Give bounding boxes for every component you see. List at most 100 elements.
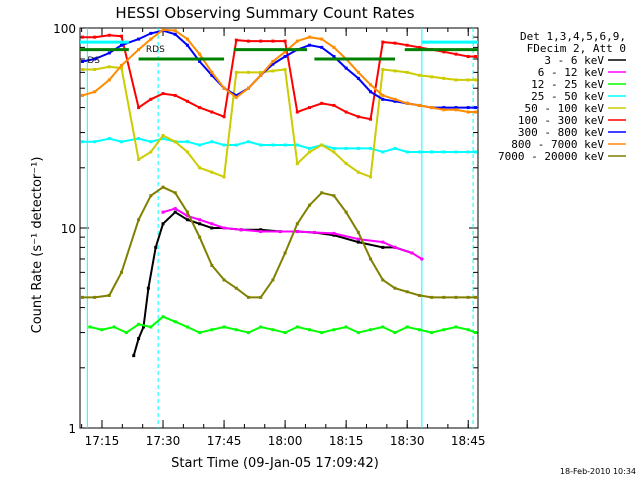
x-tick-label: 17:30 <box>146 434 181 448</box>
data-point <box>198 52 202 56</box>
y-tick-label: 1 <box>68 422 76 436</box>
data-point <box>320 191 324 195</box>
legend-header-line: FDecim 2, Att 0 <box>527 42 626 55</box>
data-point <box>332 233 336 237</box>
footer-timestamp: 18-Feb-2010 10:34 <box>560 467 636 476</box>
data-point <box>393 146 397 150</box>
data-point <box>308 328 312 332</box>
data-point <box>185 150 189 154</box>
data-point <box>173 210 177 214</box>
data-point <box>283 251 287 255</box>
data-point <box>466 78 470 82</box>
legend-entry-label: 25 - 50 keV <box>531 90 604 103</box>
data-point <box>308 150 312 154</box>
data-point <box>120 43 124 47</box>
data-point <box>430 295 434 299</box>
data-point <box>405 325 409 329</box>
data-point <box>466 328 470 332</box>
data-point <box>430 75 434 79</box>
data-point <box>356 237 360 241</box>
data-point <box>369 83 373 87</box>
data-point <box>112 325 116 329</box>
data-point <box>149 37 153 41</box>
legend-header-line: Det 1,3,4,5,6,9, <box>520 30 626 43</box>
data-point <box>246 295 250 299</box>
data-point <box>295 222 299 226</box>
data-point <box>93 140 97 144</box>
data-point <box>410 251 414 255</box>
data-point <box>222 175 226 179</box>
data-point <box>356 76 360 80</box>
data-point <box>278 230 282 234</box>
data-point <box>149 97 153 101</box>
data-point <box>442 50 446 54</box>
data-point <box>161 210 165 214</box>
data-point <box>393 286 397 290</box>
data-point <box>137 337 141 341</box>
data-point <box>149 194 153 198</box>
data-point <box>295 325 299 329</box>
data-point <box>161 134 165 138</box>
data-point <box>246 39 250 43</box>
data-point <box>259 325 263 329</box>
data-point <box>173 207 177 211</box>
data-point <box>137 48 141 52</box>
data-point <box>417 293 421 297</box>
data-point <box>308 43 312 47</box>
data-point <box>93 295 97 299</box>
data-point <box>80 35 84 39</box>
data-point <box>210 222 214 226</box>
legend-entry-label: 300 - 800 keV <box>518 126 604 139</box>
data-point <box>132 354 136 358</box>
data-point <box>271 59 275 63</box>
x-tick-label: 17:45 <box>207 434 242 448</box>
x-tick-label: 18:00 <box>268 434 303 448</box>
data-point <box>222 86 226 90</box>
series-line-3 <box>82 137 476 154</box>
data-point <box>173 29 177 33</box>
data-point <box>234 93 238 97</box>
legend: Det 1,3,4,5,6,9,FDecim 2, Att 03 - 6 keV… <box>498 30 626 163</box>
data-point <box>120 66 124 70</box>
data-point <box>80 295 84 299</box>
data-point <box>474 110 478 114</box>
data-point <box>185 218 189 222</box>
data-point <box>283 39 287 43</box>
data-point <box>149 325 153 329</box>
data-point <box>210 110 214 114</box>
data-point <box>198 222 202 226</box>
data-point <box>154 245 158 249</box>
data-point <box>271 143 275 147</box>
y-axis-label: Count Rate (s⁻¹ detector⁻¹) <box>30 157 45 334</box>
data-point <box>466 106 470 110</box>
data-point <box>185 210 189 214</box>
data-point <box>308 146 312 150</box>
data-point <box>332 103 336 107</box>
data-point <box>417 45 421 49</box>
data-point <box>149 150 153 154</box>
data-point <box>466 295 470 299</box>
data-point <box>283 68 287 72</box>
data-point <box>393 41 397 45</box>
data-point <box>369 117 373 121</box>
data-point <box>137 322 141 326</box>
data-point <box>80 93 84 97</box>
data-point <box>137 37 141 41</box>
data-point <box>320 45 324 49</box>
data-point <box>405 43 409 47</box>
data-point <box>124 331 128 335</box>
data-point <box>454 78 458 82</box>
data-point <box>173 93 177 97</box>
data-point <box>454 106 458 110</box>
data-point <box>320 101 324 105</box>
data-point <box>332 146 336 150</box>
data-point <box>185 214 189 218</box>
series-line-4 <box>82 65 476 179</box>
data-point <box>332 231 336 235</box>
data-point <box>198 143 202 147</box>
data-point <box>107 51 111 55</box>
series-line-8 <box>82 186 476 299</box>
legend-entry-label: 3 - 6 keV <box>544 54 604 67</box>
data-point <box>356 240 360 244</box>
data-point <box>185 99 189 103</box>
